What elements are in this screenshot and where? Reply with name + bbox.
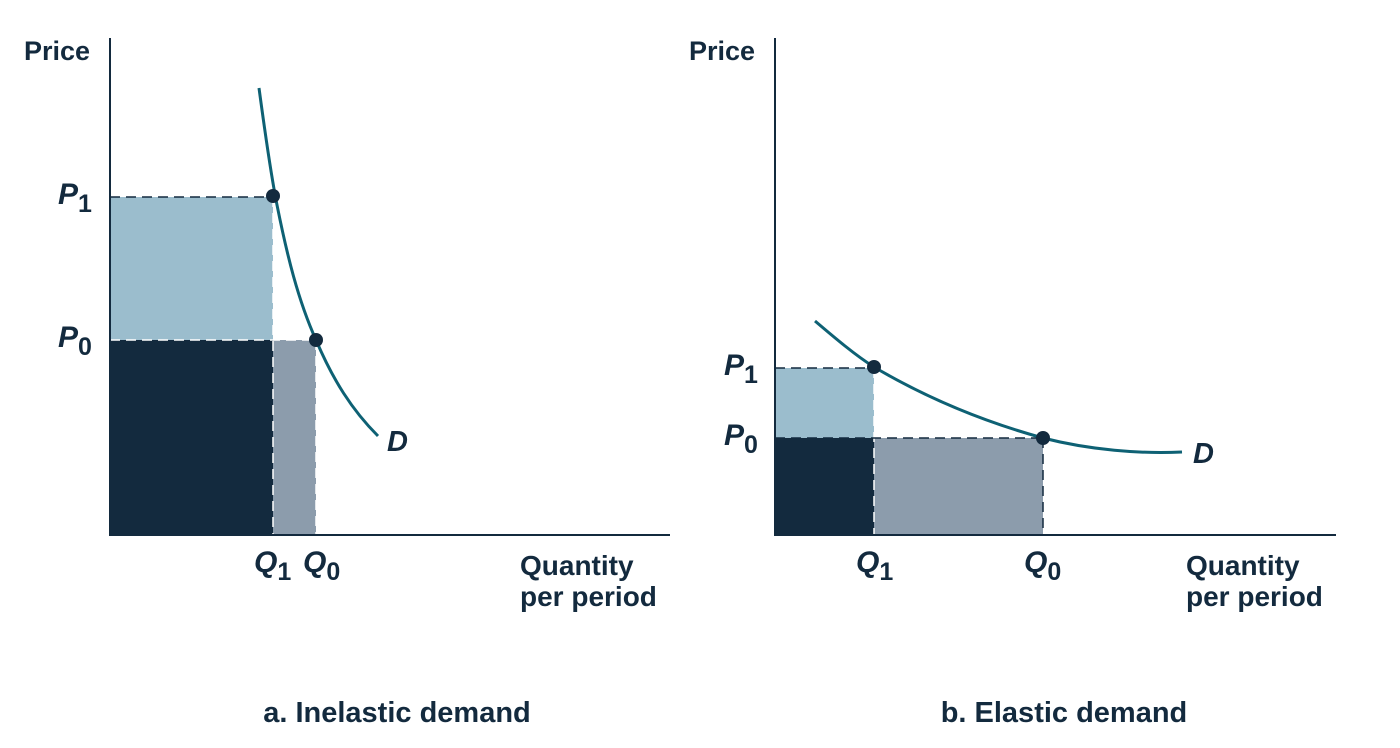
panel-a-q1-label: Q1 <box>254 546 291 586</box>
panel-b-caption: b. Elastic demand <box>941 697 1188 729</box>
panel-b-elastic: Price P1 P0 Q1 Q0 D Quantity per period … <box>689 36 1336 729</box>
panel-b-quantity-label-1: Quantity <box>1186 550 1300 581</box>
panel-a-caption: a. Inelastic demand <box>263 697 531 729</box>
panel-a-point-p1q1 <box>266 189 280 203</box>
panel-b-point-p0q0 <box>1036 431 1050 445</box>
panel-b-p1-label: P1 <box>724 349 758 389</box>
panel-b-quantity-label-2: per period <box>1186 581 1323 612</box>
panel-b-demand-curve <box>814 319 1183 454</box>
panel-a-q0-label: Q0 <box>303 546 340 586</box>
panel-b-dark-area <box>775 438 874 535</box>
panel-b-price-label: Price <box>689 36 755 66</box>
panel-a-dark-area <box>110 340 273 535</box>
panel-b-q0-label: Q0 <box>1024 546 1061 586</box>
panel-b-light-area <box>775 368 874 438</box>
panel-b-point-p1q1 <box>867 360 881 374</box>
panel-a-inelastic: Price P1 P0 Q1 Q0 D Quantity per period … <box>24 36 670 729</box>
panel-a-mid-area <box>273 340 316 535</box>
panel-a-demand-label: D <box>387 426 408 458</box>
panel-a-price-label: Price <box>24 36 90 66</box>
panel-a-p1-label: P1 <box>58 178 92 218</box>
panel-b-axes <box>774 38 1336 536</box>
panel-b-p0-label: P0 <box>724 419 758 459</box>
panel-a-light-area <box>110 197 273 340</box>
panel-a-axes <box>109 38 670 536</box>
panel-a-quantity-label-1: Quantity <box>520 550 634 581</box>
panel-b-demand-label: D <box>1193 438 1214 470</box>
panel-a-point-p0q0 <box>309 333 323 347</box>
panel-b-mid-area <box>874 438 1043 535</box>
panel-a-demand-curve <box>257 87 380 438</box>
panel-a-quantity-label-2: per period <box>520 581 657 612</box>
panel-a-p0-label: P0 <box>58 321 92 361</box>
panel-b-q1-label: Q1 <box>856 546 893 586</box>
